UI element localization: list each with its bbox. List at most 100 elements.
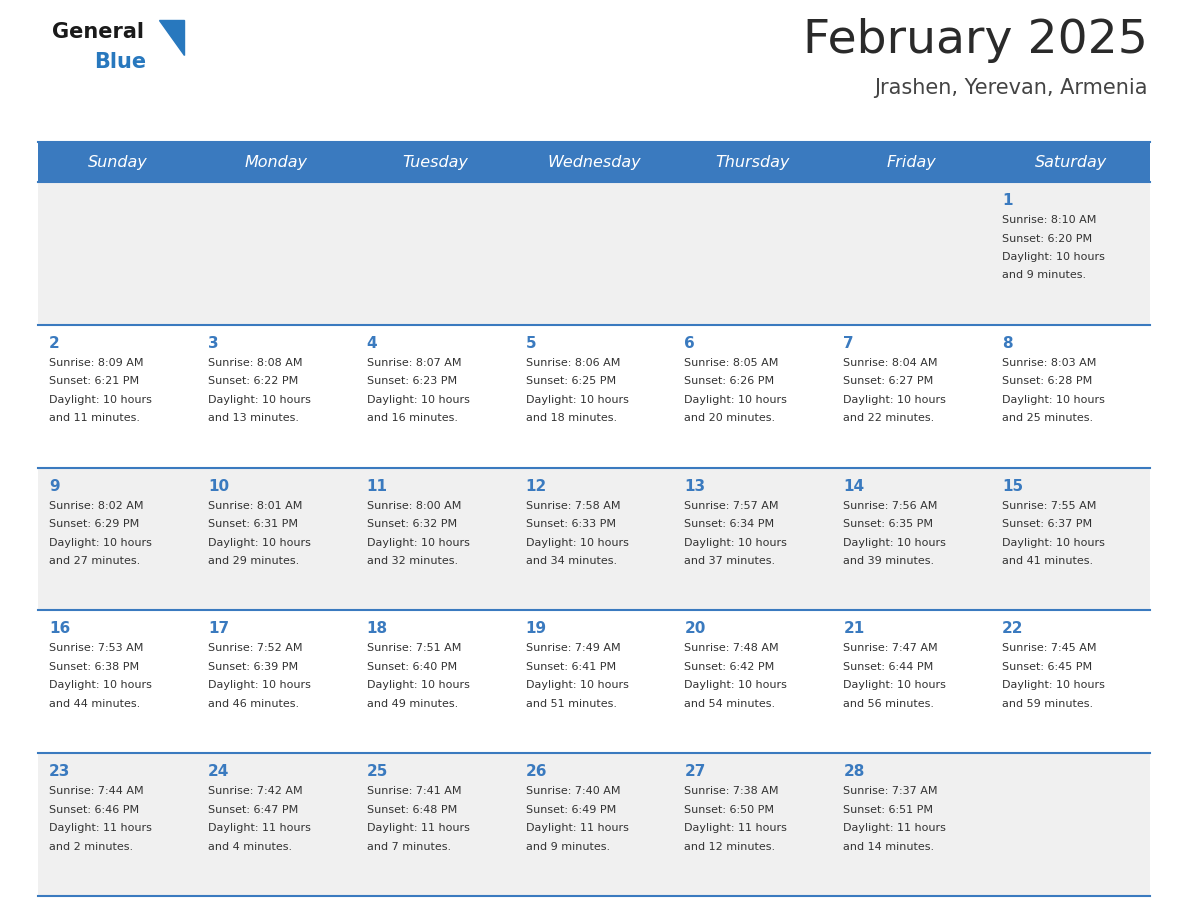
Text: Sunset: 6:22 PM: Sunset: 6:22 PM: [208, 376, 298, 386]
Text: Daylight: 10 hours: Daylight: 10 hours: [208, 395, 311, 405]
Text: Daylight: 10 hours: Daylight: 10 hours: [49, 680, 152, 690]
Text: 18: 18: [367, 621, 387, 636]
Text: Thursday: Thursday: [715, 154, 790, 170]
Text: 17: 17: [208, 621, 229, 636]
Text: Daylight: 10 hours: Daylight: 10 hours: [684, 538, 788, 548]
Text: Sunset: 6:46 PM: Sunset: 6:46 PM: [49, 805, 139, 814]
Text: Blue: Blue: [94, 52, 146, 72]
Text: and 2 minutes.: and 2 minutes.: [49, 842, 133, 852]
Text: Sunrise: 7:41 AM: Sunrise: 7:41 AM: [367, 786, 461, 796]
Bar: [38, 325, 1150, 467]
Text: Sunrise: 7:44 AM: Sunrise: 7:44 AM: [49, 786, 144, 796]
Text: 1: 1: [1003, 193, 1012, 208]
Text: Sunrise: 7:37 AM: Sunrise: 7:37 AM: [843, 786, 937, 796]
Text: Sunrise: 7:48 AM: Sunrise: 7:48 AM: [684, 644, 779, 654]
Text: Sunset: 6:32 PM: Sunset: 6:32 PM: [367, 519, 457, 529]
Text: Sunrise: 7:52 AM: Sunrise: 7:52 AM: [208, 644, 303, 654]
Text: Daylight: 10 hours: Daylight: 10 hours: [49, 395, 152, 405]
Text: Daylight: 11 hours: Daylight: 11 hours: [208, 823, 311, 834]
Text: 7: 7: [843, 336, 854, 351]
Text: Sunset: 6:47 PM: Sunset: 6:47 PM: [208, 805, 298, 814]
Text: Sunset: 6:45 PM: Sunset: 6:45 PM: [1003, 662, 1092, 672]
Text: and 37 minutes.: and 37 minutes.: [684, 556, 776, 566]
Text: Daylight: 10 hours: Daylight: 10 hours: [208, 680, 311, 690]
Bar: [38, 467, 1150, 610]
Text: Sunset: 6:42 PM: Sunset: 6:42 PM: [684, 662, 775, 672]
Text: Sunset: 6:31 PM: Sunset: 6:31 PM: [208, 519, 298, 529]
Text: Daylight: 10 hours: Daylight: 10 hours: [367, 395, 469, 405]
Text: Sunset: 6:25 PM: Sunset: 6:25 PM: [525, 376, 615, 386]
Text: Sunset: 6:37 PM: Sunset: 6:37 PM: [1003, 519, 1092, 529]
Text: February 2025: February 2025: [803, 18, 1148, 63]
Text: Monday: Monday: [245, 154, 308, 170]
Text: Sunset: 6:29 PM: Sunset: 6:29 PM: [49, 519, 139, 529]
Text: and 32 minutes.: and 32 minutes.: [367, 556, 457, 566]
Text: Sunset: 6:27 PM: Sunset: 6:27 PM: [843, 376, 934, 386]
Text: Sunset: 6:48 PM: Sunset: 6:48 PM: [367, 805, 457, 814]
Bar: [38, 182, 1150, 325]
Text: Sunset: 6:38 PM: Sunset: 6:38 PM: [49, 662, 139, 672]
Text: Sunrise: 7:45 AM: Sunrise: 7:45 AM: [1003, 644, 1097, 654]
Text: Sunset: 6:23 PM: Sunset: 6:23 PM: [367, 376, 457, 386]
Text: and 18 minutes.: and 18 minutes.: [525, 413, 617, 423]
Text: 28: 28: [843, 764, 865, 779]
Text: Daylight: 11 hours: Daylight: 11 hours: [367, 823, 469, 834]
Text: Daylight: 10 hours: Daylight: 10 hours: [49, 538, 152, 548]
Text: 23: 23: [49, 764, 70, 779]
Text: Jrashen, Yerevan, Armenia: Jrashen, Yerevan, Armenia: [874, 78, 1148, 98]
Polygon shape: [159, 20, 184, 55]
Text: Sunday: Sunday: [88, 154, 147, 170]
Text: 26: 26: [525, 764, 546, 779]
Text: 2: 2: [49, 336, 59, 351]
Text: 12: 12: [525, 478, 546, 494]
Text: 5: 5: [525, 336, 536, 351]
Bar: [38, 610, 1150, 753]
Text: 27: 27: [684, 764, 706, 779]
Text: and 29 minutes.: and 29 minutes.: [208, 556, 299, 566]
Text: and 46 minutes.: and 46 minutes.: [208, 699, 299, 709]
Text: 10: 10: [208, 478, 229, 494]
Text: and 14 minutes.: and 14 minutes.: [843, 842, 935, 852]
Text: 9: 9: [49, 478, 59, 494]
Text: Sunset: 6:21 PM: Sunset: 6:21 PM: [49, 376, 139, 386]
Text: and 39 minutes.: and 39 minutes.: [843, 556, 935, 566]
Text: Sunset: 6:35 PM: Sunset: 6:35 PM: [843, 519, 934, 529]
Text: Sunrise: 7:53 AM: Sunrise: 7:53 AM: [49, 644, 144, 654]
Text: and 41 minutes.: and 41 minutes.: [1003, 556, 1093, 566]
Text: Sunrise: 8:01 AM: Sunrise: 8:01 AM: [208, 500, 302, 510]
Text: Sunrise: 8:00 AM: Sunrise: 8:00 AM: [367, 500, 461, 510]
Text: and 7 minutes.: and 7 minutes.: [367, 842, 450, 852]
Text: Sunset: 6:44 PM: Sunset: 6:44 PM: [843, 662, 934, 672]
Text: and 44 minutes.: and 44 minutes.: [49, 699, 140, 709]
Text: Sunrise: 8:04 AM: Sunrise: 8:04 AM: [843, 358, 937, 368]
Text: Daylight: 10 hours: Daylight: 10 hours: [843, 680, 946, 690]
Text: Daylight: 10 hours: Daylight: 10 hours: [367, 680, 469, 690]
Text: 13: 13: [684, 478, 706, 494]
Text: Daylight: 10 hours: Daylight: 10 hours: [525, 538, 628, 548]
Text: Sunrise: 8:07 AM: Sunrise: 8:07 AM: [367, 358, 461, 368]
Text: and 22 minutes.: and 22 minutes.: [843, 413, 935, 423]
Text: and 9 minutes.: and 9 minutes.: [1003, 271, 1086, 281]
Text: Sunrise: 7:57 AM: Sunrise: 7:57 AM: [684, 500, 779, 510]
Text: Sunrise: 8:10 AM: Sunrise: 8:10 AM: [1003, 215, 1097, 225]
Text: Daylight: 10 hours: Daylight: 10 hours: [525, 680, 628, 690]
Text: Sunset: 6:28 PM: Sunset: 6:28 PM: [1003, 376, 1093, 386]
Text: and 4 minutes.: and 4 minutes.: [208, 842, 292, 852]
Text: Daylight: 10 hours: Daylight: 10 hours: [684, 680, 788, 690]
Text: and 12 minutes.: and 12 minutes.: [684, 842, 776, 852]
Text: 22: 22: [1003, 621, 1024, 636]
Text: Daylight: 10 hours: Daylight: 10 hours: [525, 395, 628, 405]
Text: and 27 minutes.: and 27 minutes.: [49, 556, 140, 566]
Text: 21: 21: [843, 621, 865, 636]
Text: Sunrise: 8:08 AM: Sunrise: 8:08 AM: [208, 358, 303, 368]
Text: Sunset: 6:33 PM: Sunset: 6:33 PM: [525, 519, 615, 529]
Text: 24: 24: [208, 764, 229, 779]
Text: 16: 16: [49, 621, 70, 636]
Text: and 54 minutes.: and 54 minutes.: [684, 699, 776, 709]
Text: Sunrise: 7:42 AM: Sunrise: 7:42 AM: [208, 786, 303, 796]
Text: 4: 4: [367, 336, 378, 351]
Text: Daylight: 10 hours: Daylight: 10 hours: [1003, 395, 1105, 405]
Text: Sunset: 6:50 PM: Sunset: 6:50 PM: [684, 805, 775, 814]
Text: Saturday: Saturday: [1035, 154, 1107, 170]
Text: Sunset: 6:34 PM: Sunset: 6:34 PM: [684, 519, 775, 529]
